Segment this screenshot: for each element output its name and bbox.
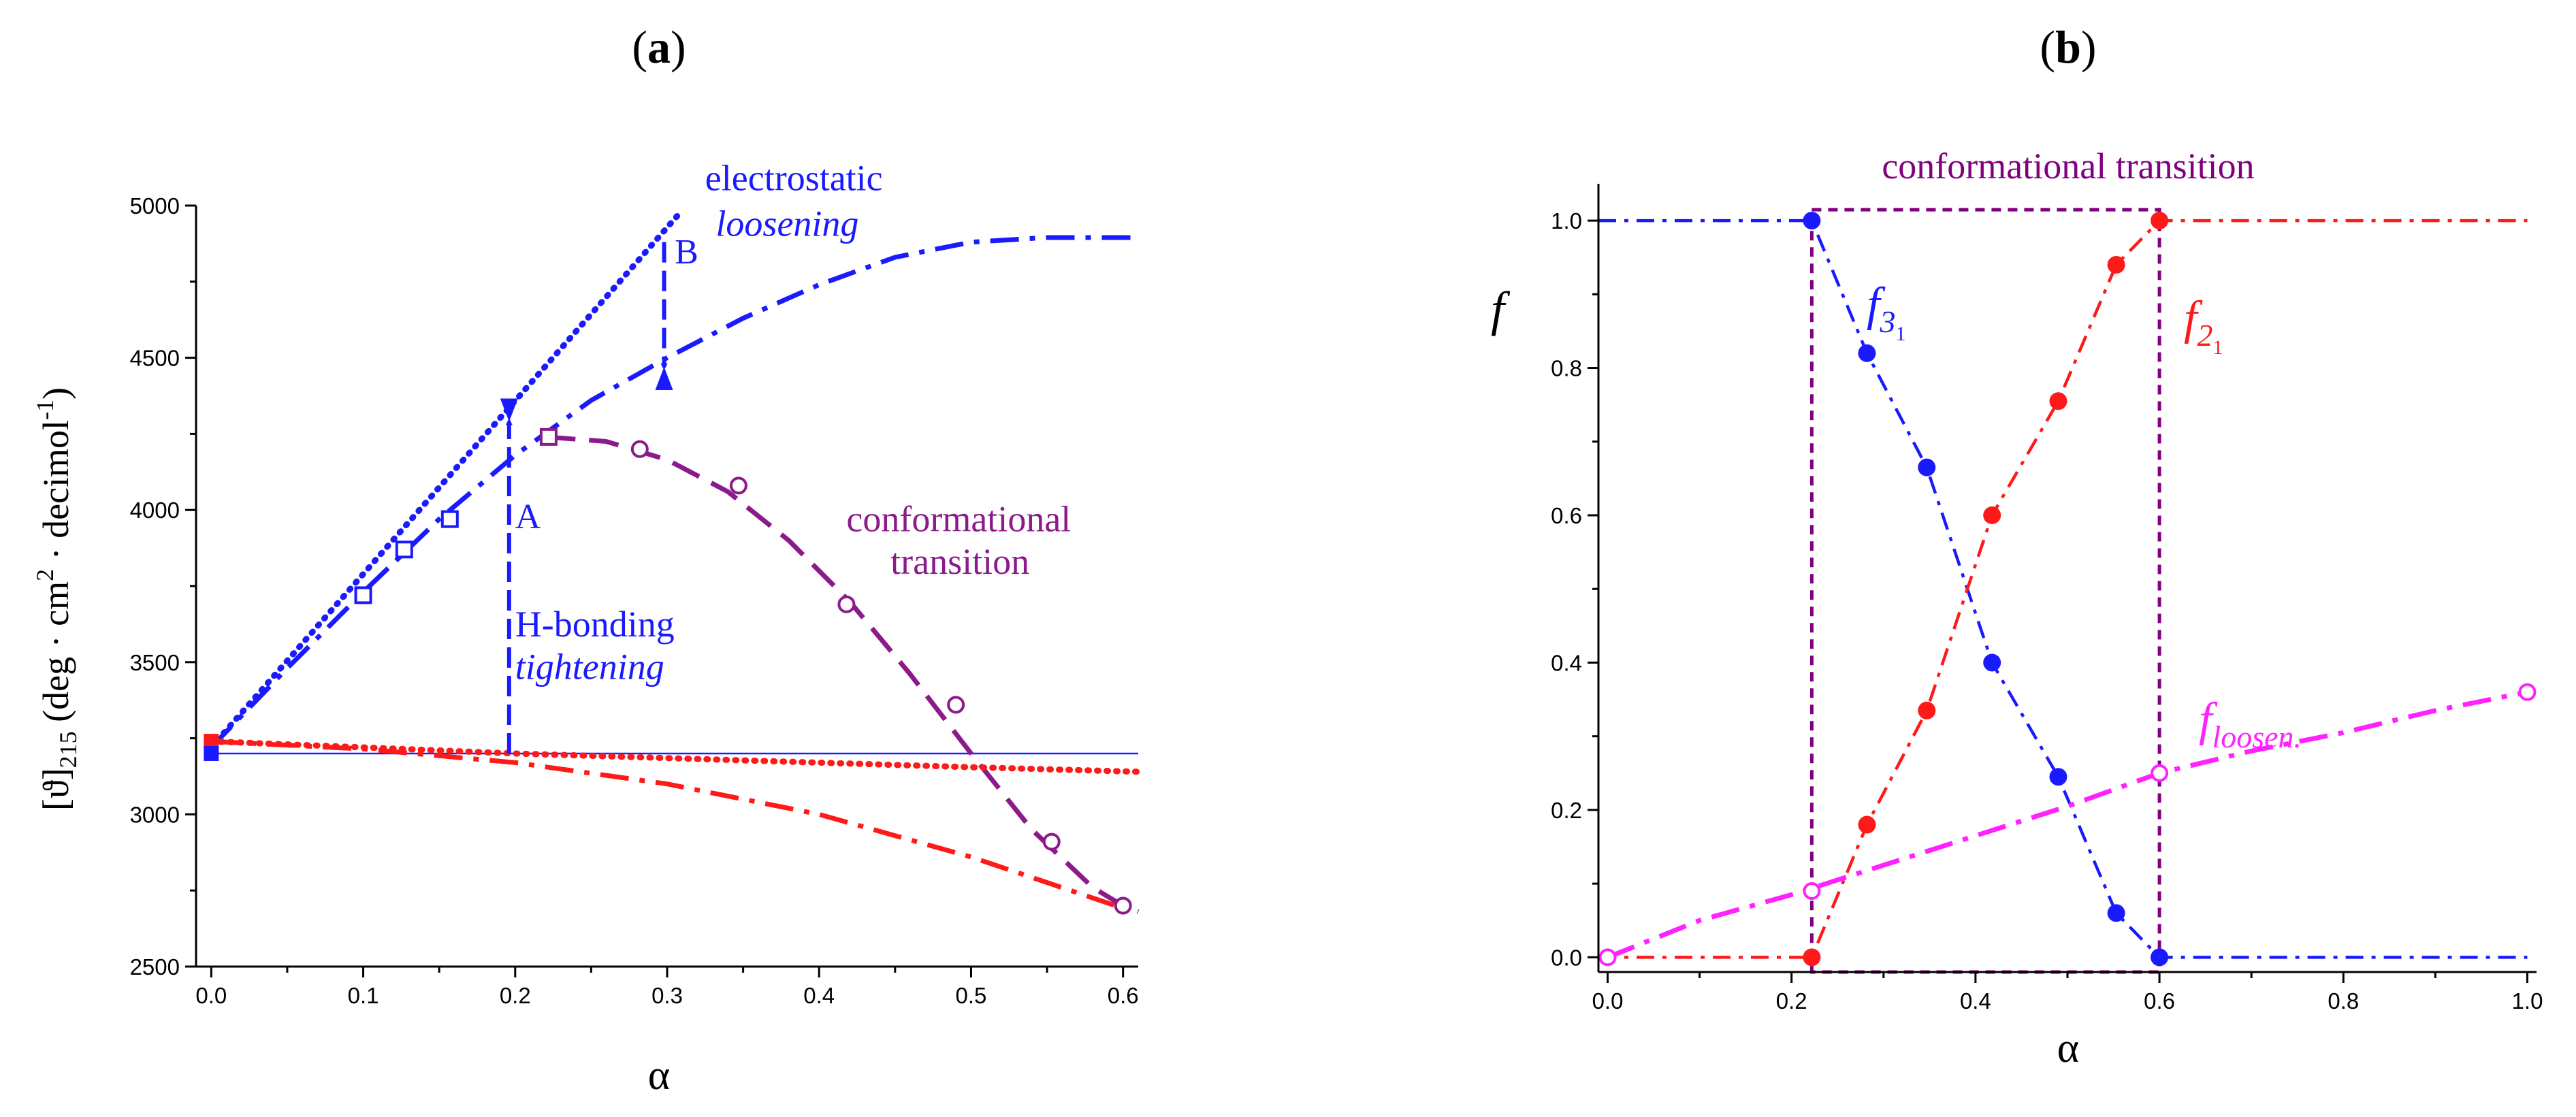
panel-a-title: (a) (632, 21, 686, 73)
series-line (1598, 218, 2528, 959)
data-point (1803, 212, 1821, 230)
panel-b-title: (b) (2040, 21, 2096, 73)
panel-b-box-label: conformational transition (1882, 146, 2254, 187)
panel-b-x-tick-label: 0.8 (2328, 988, 2359, 1014)
panel-b-transition-box (1809, 208, 2161, 974)
data-point (440, 510, 459, 528)
data-point (1803, 881, 1821, 900)
panel-b-y-tick-label: 0.6 (1551, 503, 1582, 528)
data-point (204, 734, 219, 749)
panel-b-series-layer (1598, 218, 2528, 960)
panel-a-ylabel: [ϑ]215 (deg · cm2 · decimol-1) (31, 387, 82, 811)
panel-a-x-tick-label: 0.5 (956, 983, 987, 1008)
panel-a-x-tick-label: 0.3 (651, 983, 683, 1008)
arrow-head (500, 398, 518, 422)
panel-a-y-tick-label: 4500 (130, 346, 180, 371)
panel-a-arrows-layer: AB (500, 233, 698, 754)
panel-b-y-tick-label: 0.2 (1551, 798, 1582, 823)
annotation-text: H-bonding (515, 604, 675, 645)
series-line (1598, 218, 2528, 959)
panel-a-y-tick-label: 3000 (130, 802, 180, 827)
data-point (729, 476, 747, 495)
series-line (209, 235, 1138, 749)
data-point (395, 540, 413, 559)
series-label: floosen. (2199, 694, 2302, 754)
panel-b-y-tick-label: 0.8 (1551, 356, 1582, 381)
data-point (1983, 653, 2001, 672)
panel-b-x-tick-label: 0.4 (1960, 988, 1991, 1014)
series-line (211, 739, 1140, 916)
data-point (630, 440, 649, 458)
series-line (1607, 690, 2528, 960)
data-point (354, 586, 372, 604)
data-point (539, 427, 558, 446)
panel-b-y-tick-label: 0.4 (1551, 650, 1582, 675)
panel-a-x-tick-label: 0.4 (803, 983, 835, 1008)
data-point (947, 696, 965, 714)
panel-b-markers-layer (1598, 212, 2537, 967)
data-point (2518, 683, 2537, 701)
transition-box (1809, 208, 2161, 974)
series-line (545, 434, 1140, 914)
data-point (1918, 458, 1936, 476)
arrow-label: A (515, 498, 541, 536)
data-point (2107, 904, 2125, 922)
panel-a-markers-layer (204, 427, 1132, 915)
panel-b-x-tick-label: 0.6 (2144, 988, 2175, 1014)
series-label: f31 (1867, 278, 1905, 345)
arrow-head (655, 367, 673, 391)
panel-a-y-tick-label: 5000 (130, 193, 180, 218)
panel-a-x-tick-label: 0.2 (500, 983, 531, 1008)
panel-b-axes: 0.0 0.2 0.4 0.6 0.8 1.0 0.0 0.2 0.4 0.6 0.8 1.0 (1551, 184, 2543, 1014)
panel-a-chart: AB electrostaticlooseningconformationalt… (31, 158, 1142, 1099)
series-label: f21 (2184, 292, 2223, 359)
panel-b-x-tick-label: 0.2 (1776, 988, 1807, 1014)
panel-a-axes: 0.0 0.1 0.2 0.3 0.4 0.5 0.6 2500 3000 3500 4000 450… (130, 193, 1139, 1008)
panel-b-xlabel: α (2057, 1025, 2079, 1071)
panel-a-series-layer (208, 207, 1142, 916)
panel-a-x-tick-label: 0.0 (195, 983, 227, 1008)
data-point (1983, 506, 2001, 525)
annotation-text: tightening (515, 646, 664, 687)
panel-a-annotations-layer: electrostatic loosening conformationaltran… (515, 158, 1072, 687)
panel-a-y-tick-label: 2500 (130, 954, 180, 980)
annotation-text: transition (890, 541, 1029, 582)
series-line (208, 738, 1142, 775)
data-point (1803, 948, 1821, 967)
data-point (1598, 948, 1617, 967)
data-point (2151, 948, 2169, 967)
data-point (2151, 212, 2169, 230)
data-point (1858, 344, 1876, 362)
panel-a-y-tick-label: 4000 (130, 498, 180, 523)
arrow-label: B (675, 233, 698, 272)
annotation-text: loosening (715, 204, 858, 244)
panel-b-y-tick-label: 0.0 (1551, 945, 1582, 970)
annotation-text: electrostatic (705, 158, 883, 199)
annotation-text: conformational (846, 499, 1071, 540)
data-point (1042, 832, 1061, 851)
data-point (2049, 392, 2067, 410)
data-point (1114, 896, 1132, 915)
data-point (204, 745, 219, 761)
data-point (1858, 815, 1876, 834)
panel-b-x-tick-label: 1.0 (2512, 988, 2543, 1014)
panel-a-y-tick-label: 3500 (130, 650, 180, 675)
panel-a-xlabel: α (648, 1052, 670, 1099)
panel-a-x-tick-label: 0.1 (348, 983, 379, 1008)
panel-b-series-labels: f31 f21 floosen. (1867, 278, 2302, 754)
panel-b-ylabel: f (1491, 282, 1511, 336)
panel-b-x-tick-label: 0.0 (1592, 988, 1624, 1014)
panel-a-x-tick-label: 0.6 (1108, 983, 1139, 1008)
panel-b-y-tick-label: 1.0 (1551, 208, 1582, 233)
data-point (2107, 256, 2125, 274)
data-point (2151, 764, 2169, 782)
data-point (1918, 701, 1936, 719)
data-point (2049, 768, 2067, 786)
data-point (837, 595, 856, 613)
